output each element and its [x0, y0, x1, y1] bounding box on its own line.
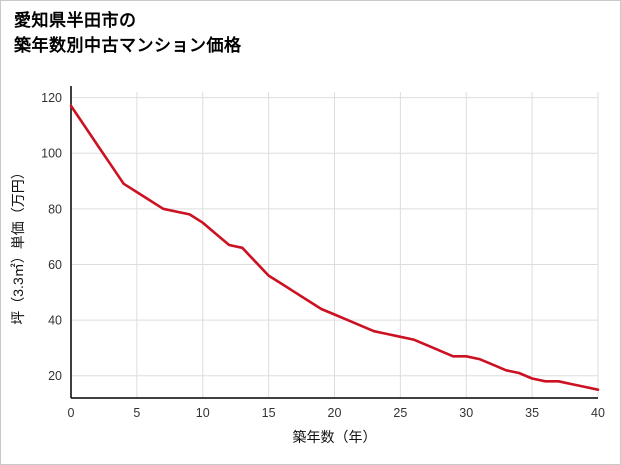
x-tick-label: 25 [393, 406, 407, 420]
x-tick-label: 35 [525, 406, 539, 420]
x-axis-label: 築年数（年） [293, 429, 377, 445]
x-tick-label: 15 [262, 406, 276, 420]
y-tick-label: 80 [48, 202, 62, 216]
chart-title-line1: 愛知県半田市の [14, 11, 137, 30]
x-tick-label: 40 [591, 406, 605, 420]
y-tick-label: 40 [48, 314, 62, 328]
y-tick-label: 60 [48, 258, 62, 272]
chart-title-line2: 築年数別中古マンション価格 [14, 35, 242, 55]
x-tick-label: 20 [328, 406, 342, 420]
x-tick-label: 0 [68, 406, 75, 420]
x-tick-label: 5 [133, 406, 140, 420]
line-chart: 0 5 10 15 20 25 30 35 40 20 40 60 80 100 120 築年数（年） 坪（3.… [10, 86, 605, 445]
y-tick-label: 120 [41, 91, 62, 105]
x-tick-label: 30 [459, 406, 473, 420]
y-tick-label: 20 [48, 369, 62, 383]
y-tick-label: 100 [41, 147, 62, 161]
x-tick-label: 10 [196, 406, 210, 420]
chart-title: 愛知県半田市の 築年数別中古マンション価格 [14, 9, 242, 58]
y-axis-label: 坪（3.3㎡）単価（万円） [10, 165, 26, 324]
price-line-series [69, 104, 600, 392]
